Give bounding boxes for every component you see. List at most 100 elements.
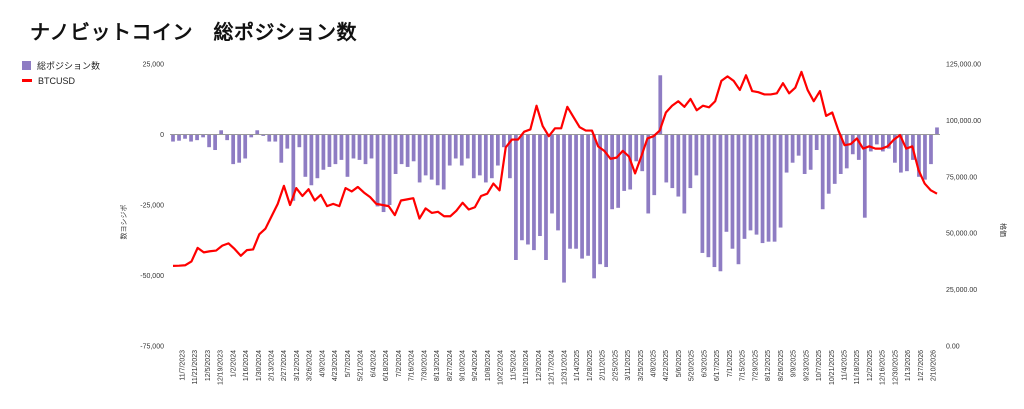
bar-39	[405, 134, 410, 167]
left-tick-label: -25,000	[140, 203, 164, 210]
bar-58	[520, 134, 524, 241]
legend-label-positions: 総ポジション数	[37, 61, 101, 71]
bar-29	[345, 134, 350, 177]
bar-97	[754, 134, 759, 235]
bar-7	[213, 134, 217, 151]
bar-118	[880, 134, 885, 152]
bar-107	[814, 134, 819, 151]
bar-4	[195, 134, 199, 141]
right-tick-label: 25,000.00	[946, 287, 977, 294]
bar-121	[899, 134, 903, 173]
bar-72	[604, 134, 608, 268]
bar-92	[724, 134, 729, 232]
left-tick-label: 0	[160, 132, 164, 139]
bar-0	[171, 134, 175, 142]
bar-120	[893, 134, 897, 163]
bar-100	[772, 134, 777, 242]
bar-99	[766, 134, 771, 242]
x-tick-label: 5/20/2025	[689, 350, 696, 381]
x-tick-label: 6/4/2024	[370, 350, 377, 377]
bar-19	[285, 134, 290, 149]
bar-61	[538, 134, 542, 237]
bar-26	[327, 134, 332, 167]
bar-56	[508, 134, 512, 179]
x-tick-label: 8/12/2025	[765, 350, 772, 381]
x-tick-label: 4/22/2025	[663, 350, 670, 381]
legend-item-positions: 総ポジション数	[22, 58, 100, 73]
bar-80	[652, 134, 657, 196]
left-tick-label: 25,000	[143, 62, 165, 69]
x-tick-label: 7/30/2024	[421, 350, 428, 381]
bar-28	[339, 134, 344, 160]
bar-45	[441, 134, 446, 190]
bar-108	[820, 134, 825, 210]
x-tick-label: 3/11/2025	[625, 350, 632, 381]
left-tick-label: -75,000	[140, 344, 164, 351]
bar-54	[495, 134, 500, 166]
left-axis-ticks: 25,000 0 -25,000 -50,000 -75,000	[140, 62, 164, 351]
x-tick-label: 10/8/2024	[485, 350, 492, 381]
bar-31	[357, 134, 362, 160]
right-tick-label: 100,000.00	[946, 118, 981, 125]
bar-119	[887, 134, 891, 149]
bar-44	[435, 134, 440, 186]
x-tick-label: 1/27/2026	[918, 350, 925, 381]
bar-74	[616, 134, 621, 208]
bar-114	[856, 134, 861, 160]
x-tick-label: 6/18/2024	[383, 350, 390, 381]
bar-109	[826, 134, 831, 194]
bar-63	[550, 134, 554, 214]
bar-88	[700, 134, 705, 253]
bar-1	[177, 134, 181, 141]
x-tick-label: 2/11/2025	[600, 350, 607, 381]
bar-127	[935, 127, 939, 135]
bar-117	[874, 134, 879, 145]
x-tick-label: 5/21/2024	[358, 350, 365, 381]
x-tick-label: 1/30/2024	[256, 350, 263, 381]
x-tick-label: 11/5/2024	[510, 350, 517, 381]
bar-116	[868, 134, 873, 152]
x-tick-label: 5/7/2024	[345, 350, 352, 377]
legend-swatch-line	[22, 79, 32, 82]
bar-6	[207, 134, 211, 148]
bar-27	[333, 134, 338, 165]
bar-85	[682, 134, 687, 214]
line-series-btcusd	[172, 70, 938, 268]
bar-106	[808, 134, 813, 170]
bar-17	[273, 134, 278, 142]
bar-111	[838, 134, 843, 174]
bar-24	[315, 134, 320, 179]
bar-115	[862, 134, 867, 218]
bar-86	[688, 134, 693, 189]
x-tick-label: 4/8/2025	[651, 350, 658, 377]
left-tick-label: -50,000	[140, 273, 164, 280]
right-tick-label: 75,000.00	[946, 174, 977, 181]
chart-title: ナノビットコイン 総ポジション数	[30, 20, 357, 44]
x-tick-label: 12/3/2024	[536, 350, 543, 381]
bar-83	[670, 134, 675, 189]
bar-68	[580, 134, 584, 259]
bar-73	[610, 134, 615, 210]
x-tick-label: 2/27/2024	[281, 350, 288, 381]
bar-22	[303, 134, 308, 177]
bar-37	[393, 134, 398, 174]
x-tick-label: 1/28/2025	[587, 350, 594, 381]
bar-30	[351, 134, 356, 159]
right-tick-label: 0.00	[946, 344, 960, 351]
left-axis-label: 数ヨシジポ	[119, 205, 128, 240]
bar-104	[796, 134, 801, 156]
x-tick-label: 12/17/2024	[549, 350, 556, 385]
x-tick-label: 7/1/2025	[727, 350, 734, 377]
x-tick-label: 11/19/2024	[523, 350, 530, 385]
bar-12	[243, 134, 248, 159]
bar-57	[514, 134, 518, 260]
bar-113	[850, 134, 855, 155]
bar-50	[471, 134, 476, 179]
bar-40	[411, 134, 416, 162]
bar-101	[778, 134, 783, 228]
bar-53	[489, 134, 494, 179]
bar-15	[261, 134, 266, 136]
x-tick-label: 12/16/2025	[880, 350, 887, 385]
x-tick-label: 10/21/2025	[829, 350, 836, 385]
